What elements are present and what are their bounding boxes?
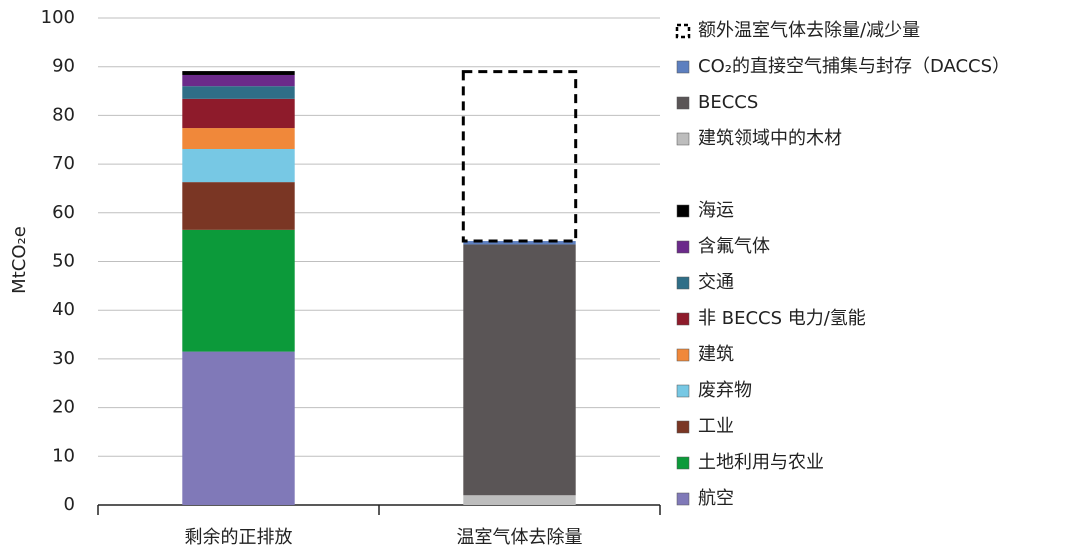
x-tick-label: 剩余的正排放: [185, 527, 293, 548]
legend-marker: [676, 60, 690, 74]
y-tick-label: 70: [52, 153, 75, 174]
bar-segment: [182, 71, 295, 75]
bar-segment: [463, 241, 576, 245]
legend-marker: [676, 96, 690, 110]
y-tick-label: 90: [52, 56, 75, 77]
bar-segment: [182, 98, 295, 129]
legend-marker: [675, 23, 691, 39]
legend-label: 工业: [698, 416, 734, 437]
bar-segment: [182, 128, 295, 150]
legend-marker: [676, 420, 690, 434]
y-tick-label: 60: [52, 202, 75, 223]
legend-marker: [676, 384, 690, 398]
bar-segment: [182, 229, 295, 352]
legend-label: 含氟气体: [698, 236, 770, 257]
y-tick-label: 50: [52, 251, 75, 272]
legend-marker: [676, 132, 690, 146]
legend-marker: [676, 456, 690, 470]
y-tick-label: 10: [52, 445, 75, 466]
bar-segment: [182, 149, 295, 183]
legend-label: CO₂的直接空气捕集与封存（DACCS）: [698, 56, 1010, 77]
bar-segment: [182, 182, 295, 230]
bar-segment: [461, 70, 578, 243]
y-tick-label: 20: [52, 397, 75, 418]
x-tick-label: 温室气体去除量: [457, 527, 583, 548]
legend-label: 额外温室气体去除量/减少量: [698, 20, 920, 41]
legend-marker: [676, 492, 690, 506]
bar-segment: [463, 244, 576, 496]
y-tick-label: 80: [52, 104, 75, 125]
legend-label: 建筑: [698, 344, 734, 365]
legend-label: 废弃物: [698, 380, 752, 401]
bar-segment: [182, 351, 295, 505]
y-tick-label: 30: [52, 348, 75, 369]
legend-marker: [676, 276, 690, 290]
bar-segment: [182, 86, 295, 99]
legend-label: 土地利用与农业: [698, 452, 824, 473]
legend-marker: [676, 240, 690, 254]
y-tick-label: 40: [52, 299, 75, 320]
legend-label: 非 BECCS 电力/氢能: [698, 308, 866, 329]
legend-marker: [676, 312, 690, 326]
legend-label: 建筑领域中的木材: [698, 128, 842, 149]
y-axis-label: MtCO₂e: [9, 226, 30, 294]
legend-marker: [676, 348, 690, 362]
y-tick-label: 100: [41, 7, 75, 28]
bar-segment: [463, 495, 576, 505]
legend-label: 航空: [698, 488, 734, 509]
y-tick-label: 0: [64, 494, 75, 515]
legend-label: 交通: [698, 272, 734, 293]
legend-label: BECCS: [698, 92, 758, 113]
legend-label: 海运: [698, 200, 734, 221]
bar-segment: [182, 74, 295, 87]
legend-marker: [676, 204, 690, 218]
